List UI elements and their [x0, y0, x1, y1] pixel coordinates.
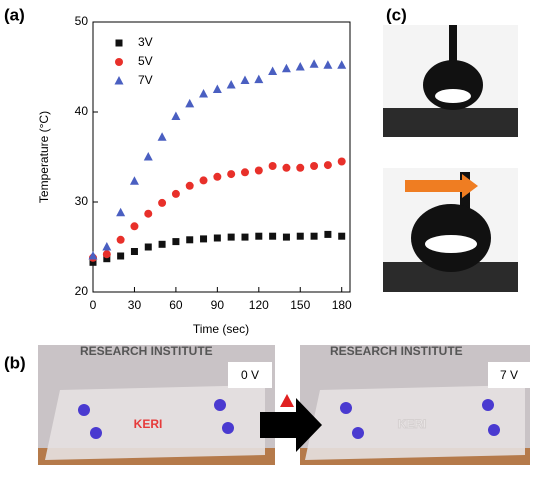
data-point — [338, 233, 345, 240]
legend-marker — [115, 76, 124, 85]
data-point — [296, 62, 305, 71]
data-point — [186, 182, 194, 190]
data-point — [269, 162, 277, 170]
data-point — [145, 244, 152, 251]
data-point — [228, 234, 235, 241]
x-tick-label: 120 — [249, 298, 269, 312]
panel-label: (c) — [386, 5, 407, 24]
data-point — [185, 99, 194, 108]
photo-text: RESEARCH INSTITUTE — [80, 344, 213, 358]
data-point — [172, 238, 179, 245]
x-tick-label: 150 — [290, 298, 310, 312]
data-point — [199, 89, 208, 98]
page: (a) (c) (b) RESEARCH INSTITUTE KERI 0 V … — [0, 0, 536, 488]
data-point — [117, 253, 124, 260]
data-point — [144, 210, 152, 218]
contact-angle-photo — [383, 168, 518, 292]
panel-label: (a) — [4, 5, 25, 24]
data-point — [297, 233, 304, 240]
data-point — [213, 85, 222, 94]
photo-text: RESEARCH INSTITUTE — [330, 344, 463, 358]
x-tick-label: 180 — [332, 298, 352, 312]
data-point — [130, 222, 138, 230]
data-point — [311, 233, 318, 240]
photo-text: KERI — [398, 417, 427, 431]
voltage-label: 7 V — [500, 368, 518, 382]
data-point — [337, 60, 346, 68]
heater-photo: RESEARCH INSTITUTE KERI 0 V — [38, 344, 275, 465]
data-point — [200, 176, 208, 184]
x-tick-label: 90 — [211, 298, 225, 312]
data-point — [254, 75, 263, 84]
data-point — [310, 162, 318, 170]
y-tick-label: 50 — [75, 14, 89, 28]
data-point — [310, 59, 319, 68]
y-tick-label: 40 — [75, 104, 89, 118]
data-point — [240, 76, 249, 85]
data-point — [186, 236, 193, 243]
data-point — [296, 164, 304, 172]
data-point — [171, 112, 180, 121]
data-point — [338, 158, 346, 166]
data-point — [282, 164, 290, 172]
data-point — [158, 199, 166, 207]
data-point — [283, 234, 290, 241]
figure: (a) (c) (b) RESEARCH INSTITUTE KERI 0 V … — [0, 0, 536, 488]
data-point — [144, 152, 153, 161]
x-tick-label: 0 — [90, 298, 97, 312]
data-point — [255, 167, 263, 175]
panel-label: (b) — [4, 353, 26, 372]
legend-label: 5V — [138, 54, 153, 68]
data-point — [324, 231, 331, 238]
data-point — [200, 235, 207, 242]
data-point — [324, 161, 332, 169]
photo-text: KERI — [134, 417, 163, 431]
data-point — [158, 132, 167, 141]
legend-label: 7V — [138, 73, 153, 87]
data-point — [130, 176, 139, 185]
legend-label: 3V — [138, 35, 153, 49]
contact-angle-photo — [383, 25, 518, 137]
x-axis-label: Time (sec) — [193, 322, 249, 336]
data-point — [159, 241, 166, 248]
data-point — [255, 233, 262, 240]
data-point — [172, 190, 180, 198]
data-point — [214, 235, 221, 242]
data-point — [103, 250, 111, 258]
y-axis-label: Temperature (°C) — [37, 111, 51, 203]
legend-marker — [115, 58, 123, 66]
data-point — [213, 173, 221, 181]
data-point — [241, 234, 248, 241]
data-point — [269, 233, 276, 240]
data-point — [102, 242, 111, 251]
y-tick-label: 30 — [75, 194, 89, 208]
x-tick-label: 30 — [128, 298, 142, 312]
heat-symbol — [280, 394, 294, 407]
legend-marker — [116, 40, 123, 47]
data-point — [117, 236, 125, 244]
data-point — [227, 170, 235, 178]
data-point — [89, 251, 98, 260]
data-point — [131, 248, 138, 255]
data-point — [268, 67, 277, 76]
data-point — [323, 60, 332, 68]
heater-photo: RESEARCH INSTITUTE KERI 7 V — [300, 344, 530, 465]
data-point — [241, 168, 249, 176]
voltage-label: 0 V — [241, 368, 259, 382]
y-tick-label: 20 — [75, 284, 89, 298]
data-point — [282, 64, 291, 73]
data-point — [227, 80, 236, 89]
x-tick-label: 60 — [169, 298, 183, 312]
data-point — [116, 208, 125, 217]
